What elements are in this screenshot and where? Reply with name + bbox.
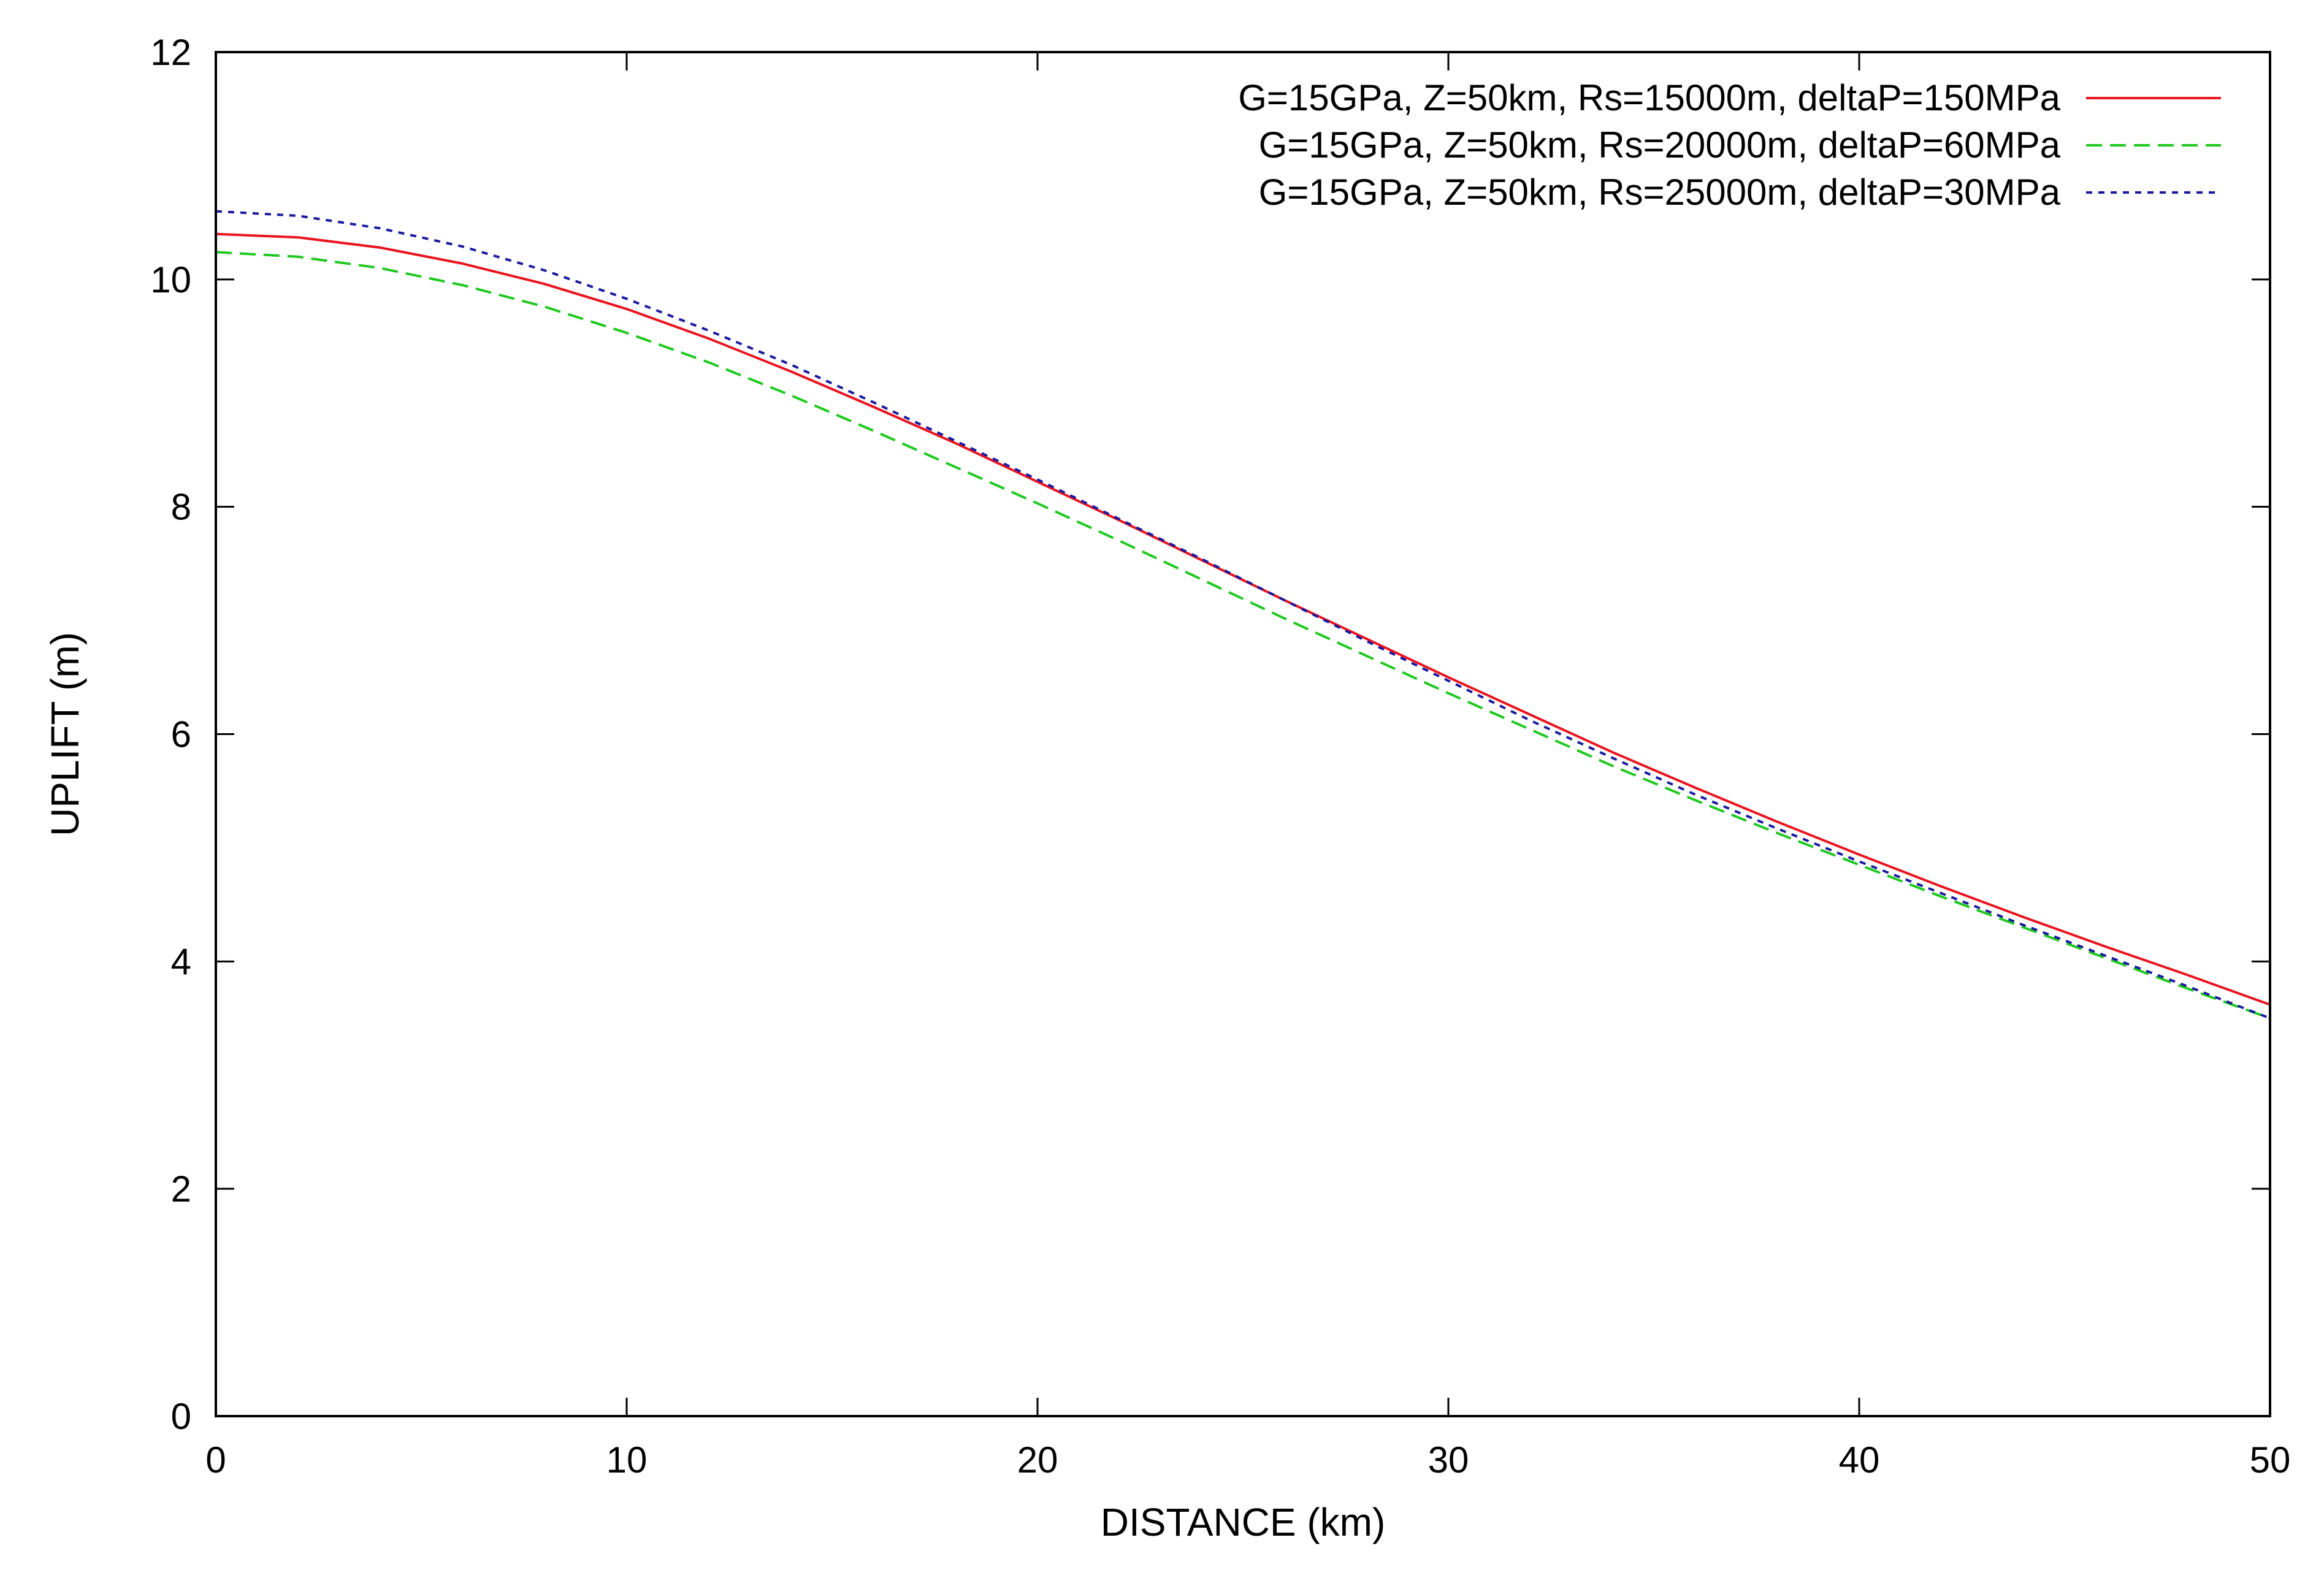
y-tick-label: 4 [171, 941, 191, 982]
series-line-1 [215, 232, 2271, 1006]
legend-label-3: G=15GPa, Z=50km, Rs=25000m, deltaP=30MPa [1259, 172, 2061, 213]
x-axis-label: DISTANCE (km) [1101, 1500, 1386, 1544]
legend-label-1: G=15GPa, Z=50km, Rs=15000m, deltaP=150MP… [1238, 77, 2060, 118]
series-line-2 [215, 251, 2271, 1019]
x-tick-label: 30 [1428, 1439, 1469, 1480]
y-tick-label: 12 [150, 32, 191, 73]
legend: G=15GPa, Z=50km, Rs=15000m, deltaP=150MP… [1238, 77, 2221, 213]
y-axis-label: UPLIFT (m) [43, 632, 87, 836]
legend-label-2: G=15GPa, Z=50km, Rs=20000m, deltaP=60MPa [1259, 124, 2061, 166]
y-tick-label: 6 [171, 714, 191, 755]
y-tick-label: 0 [171, 1396, 191, 1437]
x-tick-label: 40 [1839, 1439, 1880, 1480]
x-tick-label: 50 [2250, 1439, 2291, 1480]
x-tick-label: 0 [205, 1439, 226, 1480]
y-tick-label: 10 [150, 259, 191, 300]
y-tick-label: 2 [171, 1168, 191, 1210]
series-layer [215, 210, 2271, 1019]
x-tick-label: 10 [606, 1439, 648, 1480]
y-tick-label: 8 [171, 487, 191, 528]
x-tick-label: 20 [1017, 1439, 1058, 1480]
ticks-layer: 0 10 20 30 40 50 0 2 4 6 8 10 12 [150, 32, 2290, 1480]
